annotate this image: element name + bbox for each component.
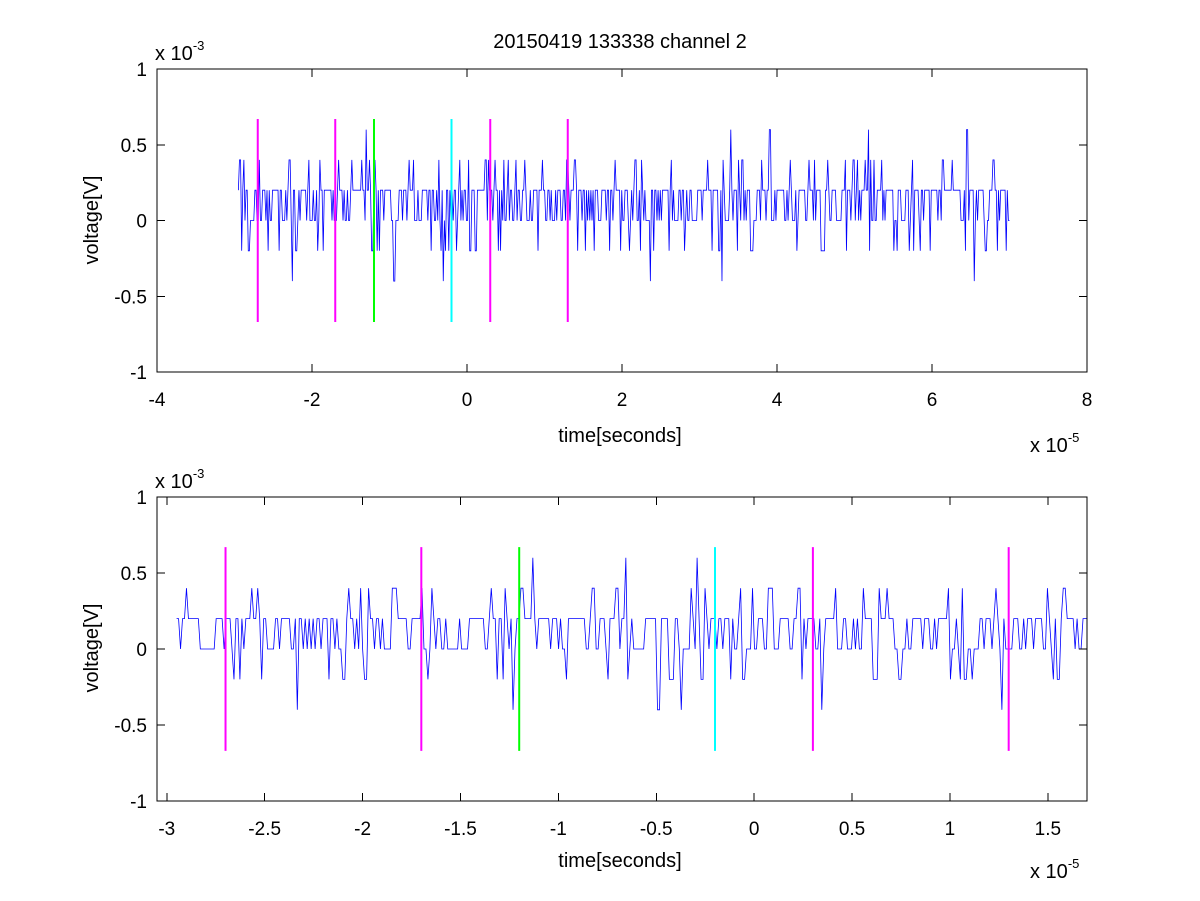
top-y-axis-label: voltage[V] [81,176,103,265]
bottom-ticks: -3 -2.5 -2 -1.5 -1 -0.5 0 0.5 1 1.5 -1 -0.5 0 0.5 1 [114,488,1087,840]
bottom-plot-area [176,547,1087,751]
bottom-y-multiplier: x 10-3 [155,466,204,493]
x-tick-label: 4 [772,390,783,411]
bottom-x-axis-label: time[seconds] [558,850,681,872]
y-tick-label: -1 [130,792,147,813]
x-tick-label: -3 [158,819,175,840]
x-tick-label: 6 [927,390,938,411]
x-tick-label: -4 [149,390,166,411]
y-tick-label: 0.5 [121,136,147,157]
signal-trace [237,129,1010,282]
x-tick-label: -2.5 [248,819,281,840]
y-tick-label: -0.5 [114,716,147,737]
x-tick-label: 2 [617,390,628,411]
x-tick-label: 1 [945,819,956,840]
x-tick-label: -1 [550,819,567,840]
top-x-axis-label: time[seconds] [558,425,681,447]
y-tick-label: -1 [130,363,147,384]
y-tick-label: 0 [136,212,147,233]
y-tick-label: 1 [136,60,147,81]
y-tick-label: 1 [136,488,147,509]
bottom-y-axis-label: voltage[V] [81,604,103,693]
signal-trace [176,557,1087,711]
y-tick-label: -0.5 [114,287,147,308]
top-ticks: -4 -2 0 2 4 6 8 -1 -0.5 0 0.5 1 [114,60,1092,411]
top-x-multiplier: x 10-5 [1030,430,1079,457]
bottom-subplot: -3 -2.5 -2 -1.5 -1 -0.5 0 0.5 1 1.5 -1 -0.5 0 0.5 1 x … [81,466,1088,883]
x-tick-label: 0 [749,819,760,840]
top-y-multiplier: x 10-3 [155,38,204,65]
y-tick-label: 0 [136,640,147,661]
x-tick-label: -0.5 [640,819,673,840]
bottom-x-multiplier: x 10-5 [1030,856,1079,883]
top-subplot: 20150419 133338 channel 2 -4 -2 0 2 4 6 8 -1 -0.… [81,31,1092,457]
x-tick-label: 0.5 [839,819,865,840]
chart-title: 20150419 133338 channel 2 [493,31,747,53]
x-tick-label: 8 [1082,390,1093,411]
top-plot-area [237,118,1010,323]
x-tick-label: -1.5 [444,819,477,840]
y-tick-label: 0.5 [121,564,147,585]
x-tick-label: -2 [304,390,321,411]
x-tick-label: -2 [354,819,371,840]
x-tick-label: 0 [462,390,473,411]
x-tick-label: 1.5 [1035,819,1061,840]
